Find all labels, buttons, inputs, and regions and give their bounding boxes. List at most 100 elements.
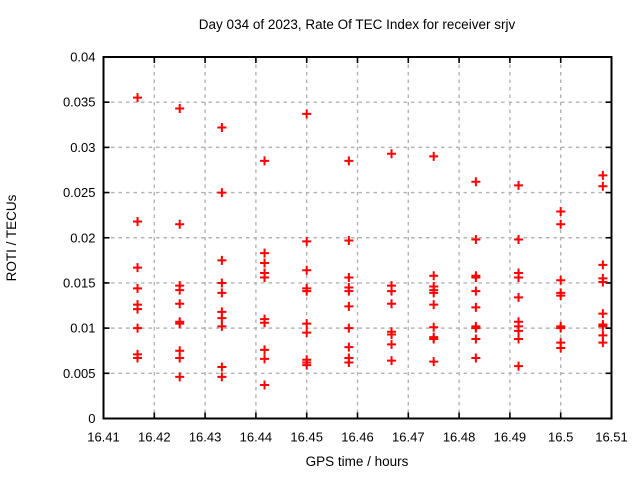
x-tick-label: 16.41 xyxy=(87,430,120,445)
data-point-marker xyxy=(217,255,227,265)
data-point-marker xyxy=(471,235,481,245)
data-point-marker xyxy=(260,318,270,328)
data-point-marker xyxy=(260,273,270,283)
data-point-marker xyxy=(133,323,143,333)
data-point-marker xyxy=(217,122,227,132)
data-point-marker xyxy=(344,286,354,296)
data-point-marker xyxy=(344,156,354,166)
data-point-marker xyxy=(217,362,227,372)
data-point-marker xyxy=(302,319,312,329)
data-point-marker xyxy=(471,302,481,312)
data-point-marker xyxy=(387,339,397,349)
data-point-marker xyxy=(556,219,566,229)
y-tick-label: 0.01 xyxy=(70,321,95,336)
data-point-marker xyxy=(471,334,481,344)
x-tick-label: 16.44 xyxy=(240,430,273,445)
data-point-marker xyxy=(302,328,312,338)
data-point-marker xyxy=(514,235,524,245)
y-tick-label: 0.035 xyxy=(63,95,96,110)
x-tick-label: 16.42 xyxy=(138,430,171,445)
x-tick-label: 16.45 xyxy=(290,430,323,445)
data-point-marker xyxy=(556,207,566,217)
data-point-marker xyxy=(133,283,143,293)
data-point-marker xyxy=(387,356,397,366)
data-point-marker xyxy=(175,353,185,363)
data-point-marker xyxy=(133,353,143,363)
y-tick-label: 0.03 xyxy=(70,140,95,155)
data-point-marker xyxy=(260,345,270,355)
data-point-marker xyxy=(429,322,439,332)
data-point-marker xyxy=(556,343,566,353)
data-point-marker xyxy=(429,288,439,298)
chart-title: Day 034 of 2023, Rate Of TEC Index for r… xyxy=(199,17,516,32)
data-point-marker xyxy=(387,149,397,159)
data-point-marker xyxy=(260,156,270,166)
data-point-marker xyxy=(302,286,312,296)
data-point-marker xyxy=(514,334,524,344)
data-point-marker xyxy=(260,258,270,268)
data-point-marker xyxy=(556,291,566,301)
data-point-marker xyxy=(344,342,354,352)
y-tick-label: 0.005 xyxy=(63,366,96,381)
data-point-marker xyxy=(556,275,566,285)
data-point-marker xyxy=(302,265,312,275)
plot-generated-layer: 16.41 16.42 16.43 16.44 16.45 16.46 16.47 16.48… xyxy=(63,50,628,445)
data-point-marker xyxy=(133,93,143,103)
data-point-marker xyxy=(260,248,270,258)
x-axis-label: GPS time / hours xyxy=(306,454,409,469)
data-point-marker xyxy=(133,216,143,226)
data-point-marker xyxy=(514,326,524,336)
data-point-marker xyxy=(217,288,227,298)
data-point-marker xyxy=(344,301,354,311)
data-point-marker xyxy=(598,181,608,191)
data-point-marker xyxy=(471,177,481,187)
data-point-marker xyxy=(175,319,185,329)
data-point-marker xyxy=(598,277,608,287)
data-point-marker xyxy=(514,180,524,190)
x-tick-label: 16.5 xyxy=(548,430,573,445)
x-tick-label: 16.48 xyxy=(443,430,476,445)
data-point-marker xyxy=(302,109,312,119)
y-tick-label: 0 xyxy=(88,411,95,426)
data-point-marker xyxy=(598,170,608,180)
y-tick-label: 0.025 xyxy=(63,185,96,200)
data-point-marker xyxy=(429,357,439,367)
data-point-marker xyxy=(260,354,270,364)
x-tick-label: 16.51 xyxy=(595,430,628,445)
data-point-marker xyxy=(344,323,354,333)
data-point-marker xyxy=(260,380,270,390)
data-point-marker xyxy=(429,151,439,161)
data-point-marker xyxy=(175,104,185,114)
data-point-marker xyxy=(175,372,185,382)
data-point-marker xyxy=(514,292,524,302)
data-point-marker xyxy=(514,361,524,371)
data-point-marker xyxy=(175,285,185,295)
data-point-marker xyxy=(217,372,227,382)
data-point-marker xyxy=(217,278,227,288)
data-point-marker xyxy=(387,329,397,339)
data-point-marker xyxy=(133,263,143,273)
data-point-marker xyxy=(471,273,481,283)
data-point-marker xyxy=(175,219,185,229)
data-point-marker xyxy=(217,188,227,198)
x-tick-label: 16.49 xyxy=(494,430,527,445)
data-point-marker xyxy=(429,300,439,310)
data-point-marker xyxy=(471,286,481,296)
data-point-marker xyxy=(429,271,439,281)
data-point-marker xyxy=(217,313,227,323)
data-point-marker xyxy=(217,321,227,331)
data-point-marker xyxy=(471,353,481,363)
data-point-marker xyxy=(598,321,608,331)
data-point-marker xyxy=(387,299,397,309)
data-point-marker xyxy=(598,338,608,348)
y-tick-label: 0.02 xyxy=(70,230,95,245)
data-point-marker xyxy=(598,309,608,319)
x-tick-label: 16.47 xyxy=(392,430,425,445)
data-point-marker xyxy=(429,334,439,344)
y-axis-label: ROTI / TECUs xyxy=(4,194,19,281)
data-point-marker xyxy=(344,235,354,245)
data-point-marker xyxy=(175,299,185,309)
data-point-marker xyxy=(471,323,481,333)
